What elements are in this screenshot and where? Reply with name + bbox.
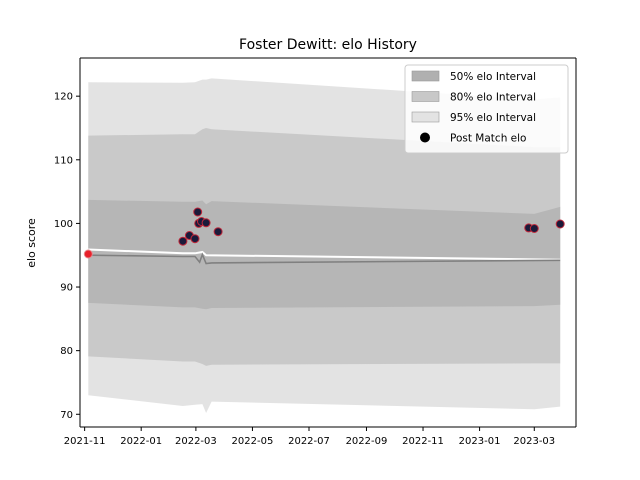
band-50 [88, 199, 561, 310]
post-match-elo-point [555, 219, 565, 229]
legend-label: 50% elo Interval [450, 71, 536, 83]
legend: 50% elo Interval 80% elo Interval 95% elo … [404, 64, 569, 154]
legend-marker [420, 132, 430, 143]
legend-label: 80% elo Interval [450, 92, 536, 104]
x-tick-label: 2022-05 [232, 436, 274, 447]
legend-label: Post Match elo [450, 133, 526, 145]
post-match-elo-point [193, 207, 203, 217]
plot-area [83, 78, 565, 414]
x-tick-label: 2022-03 [175, 436, 217, 447]
y-axis-label: elo score [25, 218, 38, 268]
chart-title: Foster Dewitt: elo History [239, 37, 417, 53]
legend-swatch [411, 91, 440, 102]
upper-elo-line [88, 248, 561, 261]
post-match-elo-point [83, 249, 93, 259]
x-tick-label: 2022-09 [346, 436, 388, 447]
x-tick-label: 2022-11 [402, 436, 444, 447]
y-tick-label: 120 [54, 92, 73, 103]
legend-label: 95% elo Interval [450, 112, 536, 124]
x-tick-label: 2022-07 [288, 436, 330, 447]
y-tick-label: 90 [60, 283, 73, 294]
legend-swatch [411, 70, 440, 82]
post-match-elo-point [178, 236, 188, 246]
post-match-elo-point [213, 227, 223, 237]
x-tick-label: 2021-11 [64, 436, 106, 447]
post-match-elo-point [529, 224, 539, 233]
post-match-elo-point [201, 218, 211, 228]
y-tick-label: 100 [54, 219, 73, 230]
x-tick-label: 2023-03 [513, 436, 555, 447]
y-tick-label: 70 [60, 410, 73, 421]
legend-box [404, 64, 569, 154]
y-tick-label: 80 [60, 346, 73, 357]
legend-swatch [411, 111, 440, 123]
axes: 70 80 90 100 110 120 2021-11 2022-01 2022-03 2022… [54, 57, 577, 447]
x-tick-label: 2022-01 [120, 436, 162, 447]
post-match-elo-point [190, 234, 200, 244]
x-tick-label: 2023-01 [459, 436, 501, 447]
mean-elo-line [88, 252, 561, 265]
y-tick-label: 110 [54, 155, 73, 166]
